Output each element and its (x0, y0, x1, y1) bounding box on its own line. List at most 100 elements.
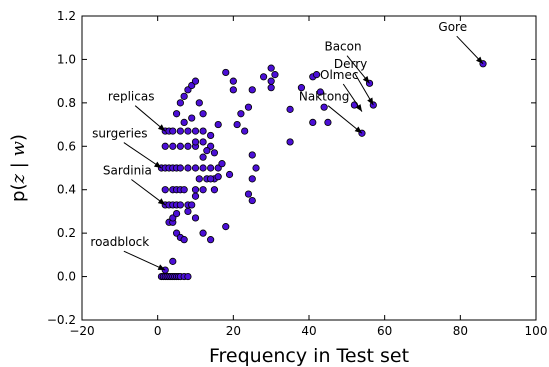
data-point (316, 88, 324, 96)
data-point (244, 103, 253, 111)
data-point (214, 120, 222, 129)
y-axis-label: p(z | w) (8, 134, 29, 202)
data-point (229, 77, 237, 85)
data-point (248, 151, 256, 159)
data-point (180, 236, 188, 244)
annotation-label: Derry (334, 57, 367, 71)
data-point (169, 257, 177, 265)
data-point (229, 86, 237, 94)
x-axis-label: Frequency in Test set (209, 345, 409, 367)
data-point (237, 110, 245, 118)
data-point (271, 71, 279, 79)
data-point (203, 147, 211, 155)
data-point (286, 138, 294, 146)
x-tick-label: 60 (377, 324, 392, 338)
data-point (195, 175, 203, 183)
data-point (161, 142, 169, 150)
data-point (324, 118, 332, 127)
data-point (214, 173, 222, 181)
annotation-arrow (123, 142, 162, 169)
data-point (199, 164, 207, 172)
data-point (191, 77, 200, 85)
data-point (207, 175, 215, 183)
data-point (199, 138, 207, 146)
data-point (191, 192, 200, 200)
annotation-arrow (131, 179, 166, 206)
annotation-label: Gore (438, 20, 467, 34)
data-point (252, 164, 260, 172)
y-tick-label: 0.4 (57, 183, 76, 197)
data-point (320, 103, 328, 111)
data-point (222, 223, 230, 231)
annotation-arrowhead (157, 198, 166, 205)
annotation-arrow (327, 105, 363, 134)
annotation-label: Olmec (320, 68, 358, 82)
data-point (248, 175, 256, 183)
annotation-arrowhead (153, 161, 162, 168)
data-point (259, 73, 268, 81)
data-point (176, 142, 184, 150)
annotation-arrowhead (157, 264, 166, 271)
data-point (176, 164, 184, 172)
annotation-arrowhead (157, 124, 166, 132)
data-point (176, 99, 184, 107)
data-point (199, 186, 207, 194)
annotation-arrowhead (354, 126, 362, 134)
data-point (210, 149, 219, 157)
data-point (207, 164, 215, 172)
data-point (207, 131, 215, 140)
annotation-arrowhead (362, 75, 370, 84)
annotation-label: replicas (108, 90, 155, 104)
y-tick-label: 0.2 (57, 226, 76, 240)
x-tick-label: 100 (525, 324, 548, 338)
data-point (267, 64, 275, 72)
data-point (161, 186, 169, 194)
data-point (199, 153, 207, 161)
y-tick-label: −0.2 (47, 313, 76, 327)
data-point (248, 196, 256, 205)
annotation-label: Sardinia (103, 164, 152, 178)
data-point (267, 77, 275, 85)
data-point (184, 127, 192, 135)
annotation-arrowhead (367, 97, 374, 106)
data-point (248, 86, 256, 94)
data-point (180, 92, 188, 100)
data-point (309, 118, 317, 127)
data-point (191, 186, 200, 194)
data-point (286, 105, 294, 113)
data-point (191, 164, 200, 172)
data-point (210, 186, 219, 194)
data-point (176, 201, 184, 209)
data-point (225, 170, 234, 179)
data-point (199, 110, 207, 118)
y-tick-label: 0.0 (57, 270, 76, 284)
data-point (199, 127, 207, 135)
data-point (184, 272, 192, 281)
data-point (297, 84, 306, 92)
data-point (241, 127, 249, 135)
data-point (172, 210, 181, 218)
data-point (222, 68, 230, 77)
annotation-arrowhead (476, 56, 484, 64)
x-tick-label: 20 (226, 324, 241, 338)
y-tick-label: 1.2 (57, 9, 76, 23)
y-tick-label: 1.0 (57, 52, 76, 66)
data-point (188, 114, 196, 122)
data-point (195, 99, 203, 107)
data-point (184, 207, 192, 216)
annotation-label: Bacon (324, 40, 361, 54)
data-point (191, 138, 200, 146)
data-point (172, 110, 181, 118)
x-tick-label: 80 (453, 324, 468, 338)
data-point (169, 127, 177, 135)
y-tick-label: 0.8 (57, 96, 76, 110)
data-point (188, 201, 196, 209)
y-tick-label: 0.6 (57, 139, 76, 153)
data-point (180, 186, 188, 194)
data-point (184, 142, 192, 150)
data-point (233, 120, 241, 129)
data-point (218, 160, 226, 168)
x-tick-label: 40 (301, 324, 316, 338)
axis-ticks: −20 0 20 40 60 80 100 −0.2 0.0 0.2 0.4 0.6 0.8 1.0 1.2 (47, 9, 548, 338)
